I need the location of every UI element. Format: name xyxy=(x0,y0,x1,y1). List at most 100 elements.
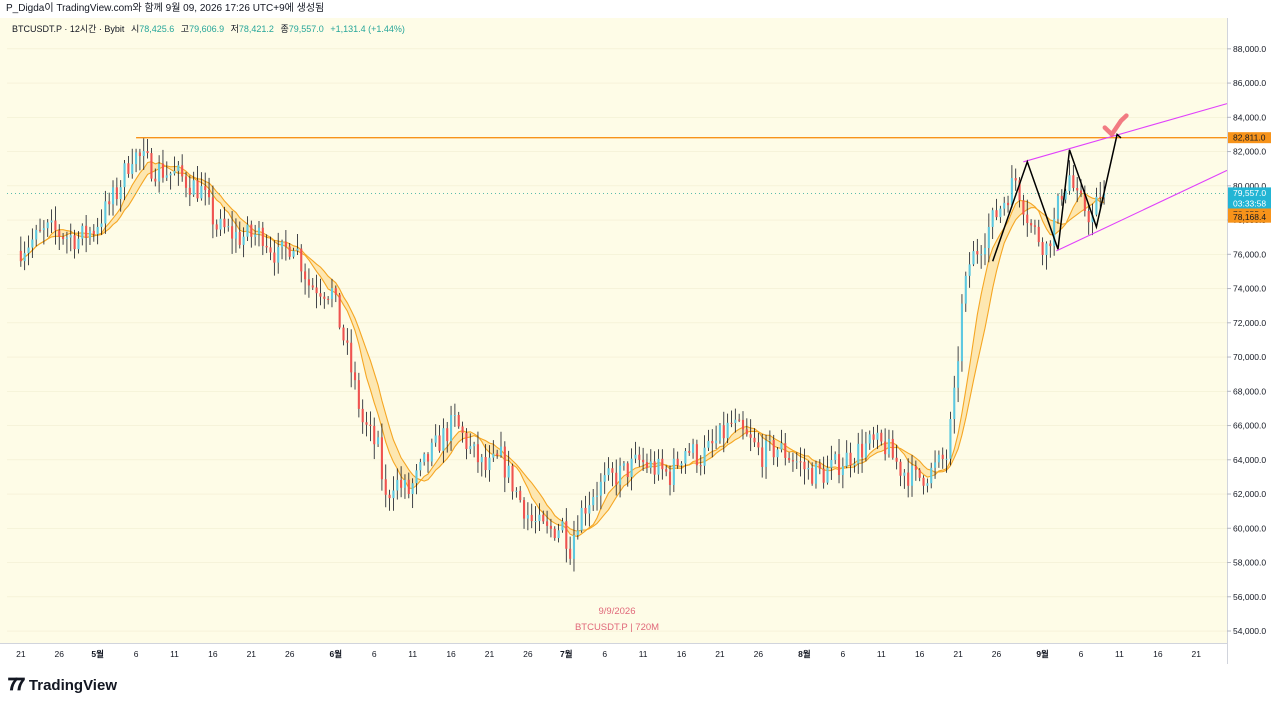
candle-body-up xyxy=(1010,178,1013,206)
candle xyxy=(611,462,614,487)
candle xyxy=(668,465,672,496)
price-tick-label: 76,000.0 xyxy=(1233,249,1266,259)
check-mark-icon xyxy=(1102,113,1129,137)
candle-body-down xyxy=(1006,202,1010,206)
candle xyxy=(1006,195,1010,213)
price-axis-bg xyxy=(1227,18,1280,664)
candle-body-up xyxy=(254,234,257,237)
candle-body-up xyxy=(81,225,84,239)
candle xyxy=(864,431,867,462)
candle xyxy=(692,438,695,459)
candle xyxy=(192,171,195,197)
candle-body-up xyxy=(857,443,860,464)
candle xyxy=(922,475,925,495)
candle xyxy=(534,506,537,534)
zigzag-pattern[interactable] xyxy=(991,132,1122,262)
candle xyxy=(223,206,226,234)
candle xyxy=(972,240,975,267)
candle xyxy=(837,438,841,484)
candle xyxy=(822,456,825,489)
candle xyxy=(334,285,337,303)
candle xyxy=(434,424,437,447)
channel-lower-line[interactable] xyxy=(1056,169,1228,252)
candle xyxy=(983,233,987,266)
price-chart[interactable]: BTCUSDT.P · 12시간 · Bybit 시78,425.6 고79,6… xyxy=(0,18,1280,664)
candle-body-down xyxy=(315,287,318,294)
candle-body-up xyxy=(242,236,245,245)
candle-body-down xyxy=(1099,196,1102,198)
candle xyxy=(995,198,998,221)
candle xyxy=(1053,207,1056,256)
candle-body-up xyxy=(703,447,706,466)
candle-body-up xyxy=(173,170,176,174)
chart-area[interactable]: BTCUSDT.P · 12시간 · Bybit 시78,425.6 고79,6… xyxy=(0,18,1280,664)
candle xyxy=(857,432,860,474)
candle-body-down xyxy=(300,248,303,272)
candle xyxy=(791,452,794,472)
candle-body-up xyxy=(277,247,280,263)
candle xyxy=(54,206,57,245)
candle xyxy=(803,448,806,485)
candle xyxy=(830,445,833,480)
candle-body-up xyxy=(957,361,960,388)
candle-body-down xyxy=(626,463,629,478)
candle-body-up xyxy=(853,463,856,466)
channel-upper-line[interactable] xyxy=(1023,103,1228,163)
candle xyxy=(884,428,887,461)
candle xyxy=(649,449,652,474)
candle-body-down xyxy=(757,442,760,448)
candle xyxy=(780,429,783,453)
drawings[interactable] xyxy=(991,103,1228,262)
candle-body-up xyxy=(100,223,103,227)
candle xyxy=(85,215,88,253)
tradingview-logo[interactable]: 𝟕𝟕 TradingView xyxy=(8,674,117,696)
candle-body-up xyxy=(934,462,937,468)
time-axis[interactable]: 21 26 5월 6 11 16 21 26 6월 6 11 16 21 26 7월 6 11 16 21 26 8월 6… xyxy=(0,643,1227,664)
candle-body-up xyxy=(734,419,737,423)
price-tick-label: 80,000.0 xyxy=(1233,181,1266,191)
candle xyxy=(960,294,964,372)
candle-body-down xyxy=(284,241,287,247)
candle xyxy=(419,458,422,477)
candle-body-up xyxy=(1056,195,1060,219)
candle-body-down xyxy=(511,465,514,492)
candle xyxy=(572,520,576,572)
candle xyxy=(934,450,937,479)
candle xyxy=(407,472,410,499)
candle xyxy=(738,413,741,423)
candle xyxy=(638,446,641,467)
candle xyxy=(634,441,637,464)
price-tick-label: 70,000.0 xyxy=(1233,352,1266,362)
candle xyxy=(127,155,130,178)
candle xyxy=(734,408,737,433)
candle xyxy=(976,238,979,264)
time-tick-label: 26 xyxy=(285,649,295,659)
price-tag-label: 79,557.0 xyxy=(1233,188,1266,198)
candle xyxy=(357,372,360,418)
price-tag-bg xyxy=(1228,187,1271,210)
candle-body-down xyxy=(818,463,821,469)
candle-body-down xyxy=(311,285,314,288)
candle xyxy=(23,241,26,271)
candle xyxy=(396,468,399,500)
candle xyxy=(557,523,560,543)
time-tick-label: 21 xyxy=(1192,649,1202,659)
candle-body-up xyxy=(903,472,906,476)
candle-body-down xyxy=(880,432,883,442)
candle-body-up xyxy=(592,496,595,506)
candle xyxy=(711,429,714,458)
candle-body-down xyxy=(899,461,902,476)
candle xyxy=(46,219,49,237)
candle-body-up xyxy=(707,440,710,448)
candle xyxy=(546,510,549,534)
candle xyxy=(484,444,487,478)
price-axis[interactable]: 54,000.0 56,000.0 58,000.0 60,000.0 62,000.0… xyxy=(1227,18,1280,664)
candle-body-down xyxy=(304,271,307,280)
candle-body-up xyxy=(403,479,407,488)
candle xyxy=(119,180,122,212)
price-tick-label: 54,000.0 xyxy=(1233,626,1266,636)
candle xyxy=(991,207,994,240)
candle-body-up xyxy=(96,226,99,235)
candle-body-up xyxy=(392,490,395,499)
